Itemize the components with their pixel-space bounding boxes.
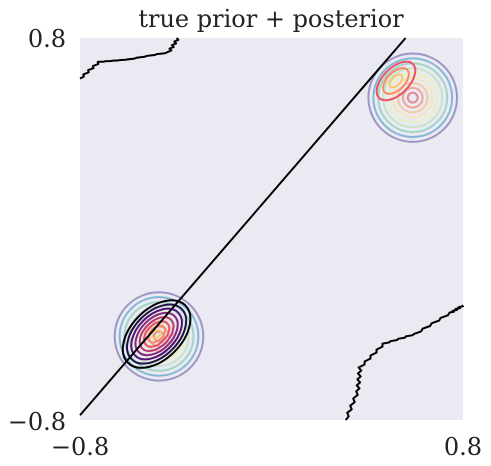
posterior-contour-1-0 [375,60,417,102]
prior-contour-1-3 [382,67,444,129]
prior-contour-0-4 [133,310,185,362]
prior-contour-1-7 [401,86,424,109]
posterior-contours [121,60,417,369]
prior-contour-1-1 [372,57,454,138]
boundary-line-diagonal [79,37,407,416]
chart-title: true prior + posterior [138,5,404,33]
posterior-contour-0-7 [151,328,162,340]
prior-contour-0-0 [113,291,205,382]
posterior-contour-0-6 [147,324,167,344]
boundary-lines [79,37,464,421]
prior-contour-1-8 [406,91,419,104]
boundary-line-lower-right [344,304,464,421]
posterior-contour-0-0 [121,299,192,369]
boundary-line-upper-left [79,37,180,80]
y-tick-bottom: −0.8 [8,408,66,436]
posterior-contour-0-1 [126,303,188,365]
posterior-contour-1-1 [382,67,410,95]
posterior-contour-0-2 [130,307,183,361]
posterior-contour-0-4 [138,316,175,352]
prior-contour-1-6 [396,81,429,114]
posterior-contour-1-2 [388,73,404,89]
x-tick-left: −0.8 [51,433,109,461]
y-tick-top: 0.8 [28,25,66,53]
prior-contour-1-0 [367,52,459,143]
prior-contour-1-4 [387,72,439,124]
x-tick-right: 0.8 [444,433,482,461]
prior-contour-0-1 [118,296,200,377]
posterior-contour-0-5 [142,320,171,348]
posterior-contour-0-3 [134,311,179,357]
